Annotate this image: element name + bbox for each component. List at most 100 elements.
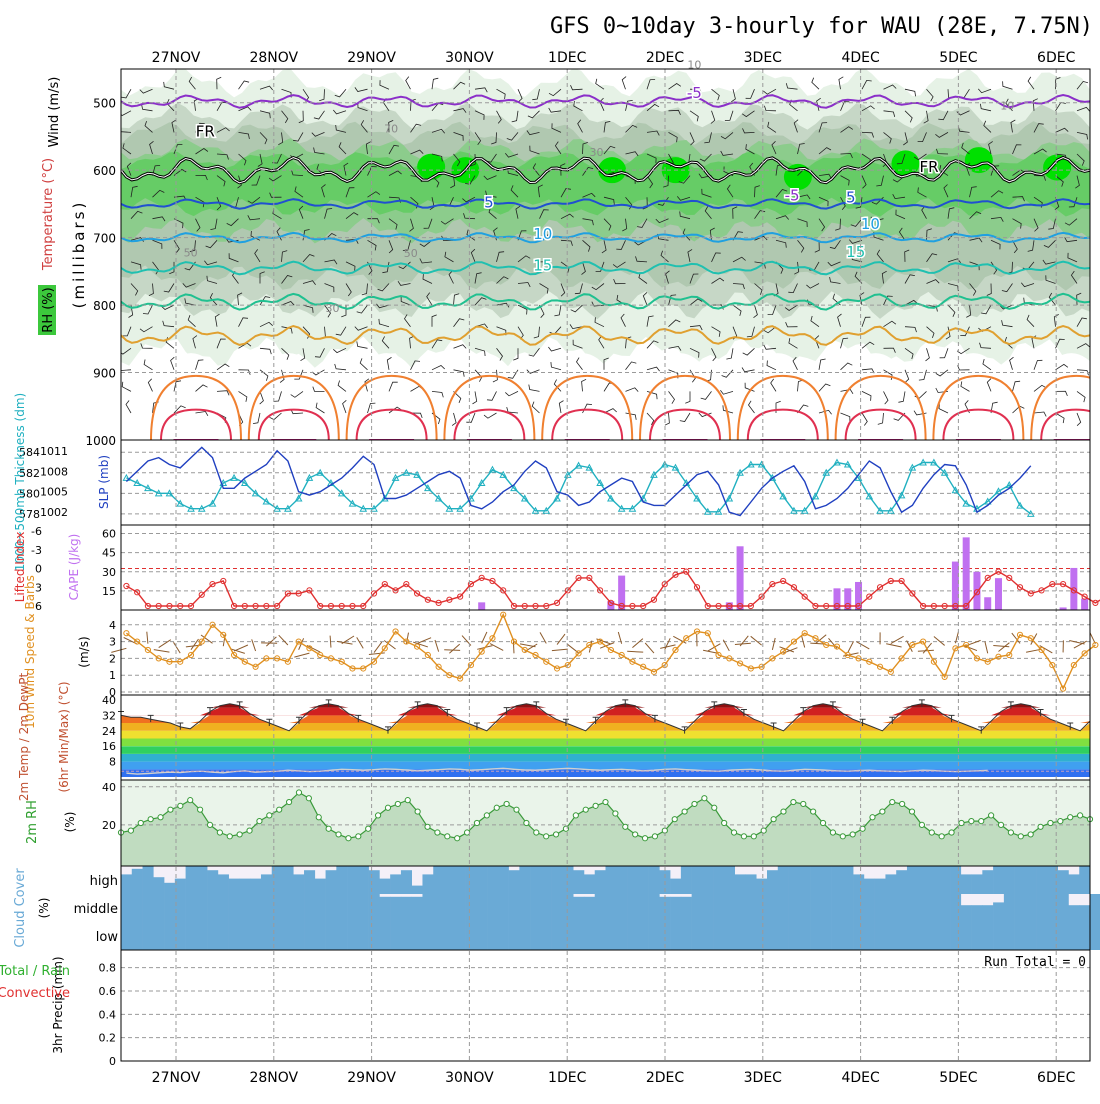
cloud-middle-bar [519, 894, 530, 922]
cloud-high-bar [573, 870, 584, 894]
cloud-low-bar [250, 922, 261, 950]
wind-barb-10m [513, 641, 514, 653]
cloud-high-bar [1025, 866, 1036, 894]
date-label-top: 2DEC [646, 50, 685, 66]
cloud-middle-bar [799, 894, 810, 922]
slp-tick: 1002 [40, 506, 68, 519]
cloud-low-bar [929, 922, 940, 950]
cloud-middle-bar [412, 897, 423, 922]
rh2m-marker [415, 809, 420, 814]
rh2m-marker [504, 801, 509, 806]
cloud-middle-bar [541, 894, 552, 922]
isotherm-label: 5 [846, 189, 856, 207]
cloud-low-bar [390, 922, 401, 950]
cloud-low-bar [121, 922, 132, 950]
cloud-low-bar [842, 922, 853, 950]
cloud-low-bar [466, 922, 477, 950]
rh2m-marker [455, 836, 460, 841]
cloud-middle-bar [885, 894, 896, 922]
rh2m-marker [682, 809, 687, 814]
rh2m-marker [158, 815, 163, 820]
cloud-middle-bar [756, 894, 767, 922]
cape-bar [737, 546, 744, 610]
rh2m-marker [791, 799, 796, 804]
cloud-high-bar [1015, 866, 1026, 894]
rh-contour-label: 50 [404, 247, 418, 260]
cloud-high-bar [207, 870, 218, 894]
cloud-high-bar [132, 869, 143, 894]
rh2m-marker [929, 830, 934, 835]
cloud-high-bar [1058, 870, 1069, 894]
cloud-high-bar [767, 870, 778, 894]
cloud-middle-bar [379, 897, 390, 922]
temp-band [121, 731, 1090, 739]
rh2m-marker [277, 807, 282, 812]
cloud-high-bar [509, 870, 520, 894]
date-label-bottom: 3DEC [744, 1070, 783, 1086]
cloud-middle-bar [487, 894, 498, 922]
cloud-high-bar [606, 866, 617, 894]
rh-bright-blob [417, 154, 445, 180]
cloud-low-bar [638, 922, 649, 950]
rh2m-marker [1068, 815, 1073, 820]
rh2m-tick: 40 [102, 781, 116, 794]
rh2m-marker [1018, 834, 1023, 839]
temp-tick: 8 [109, 756, 116, 769]
cape-bar [1081, 599, 1088, 610]
cloud-low-bar [789, 922, 800, 950]
cloud-middle-bar [961, 905, 972, 922]
cloud-high-bar [315, 879, 326, 894]
rh2m-marker [781, 809, 786, 814]
cloud-middle-bar [713, 894, 724, 922]
temp-band [121, 754, 1090, 762]
cloud-high-bar [229, 879, 240, 894]
cloud-middle-bar [875, 894, 886, 922]
cloud-high-bar [347, 866, 358, 894]
cloud-low-bar [422, 922, 433, 950]
temp-band [121, 739, 1090, 747]
cloud-low-bar [627, 922, 638, 950]
isotherm-label: 10 [861, 215, 880, 233]
cloud-middle-bar [649, 894, 660, 922]
cloud-middle-bar [1090, 894, 1100, 922]
rh2m-marker [820, 820, 825, 825]
rh2m-marker [524, 820, 529, 825]
cloud-high-bar [745, 874, 756, 894]
rh2m-marker [405, 798, 410, 803]
rh2m-marker [306, 796, 311, 801]
cloud-middle-bar [1036, 894, 1047, 922]
lifted-tick: -3 [31, 544, 42, 557]
cloud-high-bar [799, 866, 810, 894]
cloud-high-bar [832, 866, 843, 894]
precip-tick: 0.4 [99, 1008, 117, 1021]
y-tick-label: 1000 [85, 434, 116, 448]
rh2m-marker [623, 824, 628, 829]
cloud-high-bar [379, 879, 390, 894]
rh2m-marker [346, 836, 351, 841]
cloud-middle-bar [864, 894, 875, 922]
rh-contour-label: 30 [325, 302, 339, 315]
date-label-bottom: 27NOV [152, 1070, 201, 1086]
cloud-middle-bar [552, 894, 563, 922]
cloud-low-bar [433, 922, 444, 950]
precip-total-label: Total / Rain [0, 964, 70, 979]
rh2m-marker [296, 790, 301, 795]
cloud-high-bar [713, 866, 724, 894]
date-label-top: 1DEC [548, 50, 587, 66]
wind-label: Wind (m/s) [47, 77, 62, 148]
rh2m-marker [128, 828, 133, 833]
cloud-high-bar [681, 866, 692, 894]
rh2m-marker [237, 832, 242, 837]
rh2m-marker [178, 803, 183, 808]
cloud-level-label: high [90, 874, 118, 889]
cloud-low-bar [972, 922, 983, 950]
cloud-high-bar [186, 866, 197, 894]
cape-bar [995, 578, 1002, 610]
cloud-middle-bar [778, 894, 789, 922]
precip-tick: 0.2 [99, 1032, 117, 1045]
slp-tick: 1008 [40, 465, 68, 478]
cloud-middle-bar [422, 894, 433, 922]
rh2m-marker [217, 830, 222, 835]
